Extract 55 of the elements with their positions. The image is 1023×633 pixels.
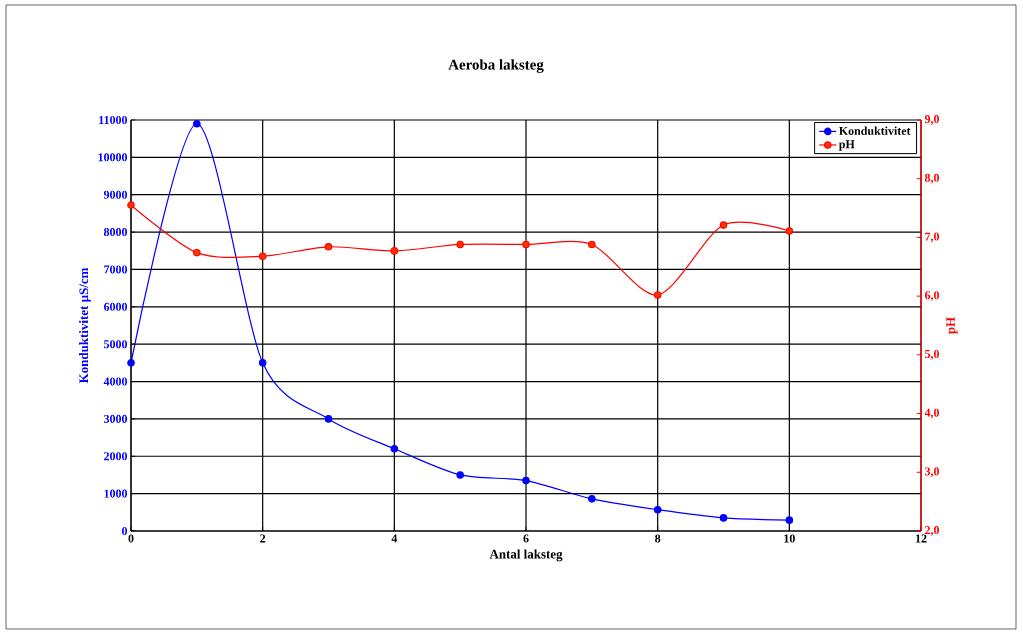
- y-tick-label: 7000: [104, 265, 128, 274]
- y-tick-label: 0: [121, 526, 128, 536]
- point: [785, 227, 794, 235]
- chart-title: Aeroba laksteg: [448, 59, 544, 73]
- point: [456, 240, 464, 249]
- point: [127, 201, 135, 209]
- point: [390, 444, 399, 453]
- y2-tick-label: 8,0: [924, 173, 940, 184]
- point: [522, 240, 530, 249]
- y2-tick-label: 9,0: [924, 115, 940, 125]
- point: [456, 471, 464, 479]
- x-tick-label: 12: [915, 534, 927, 543]
- point: [719, 514, 728, 522]
- x-axis-title: Antal laksteg: [489, 549, 563, 562]
- y2-tick-label: 3,0: [924, 467, 940, 478]
- x-tick-label: 4: [391, 534, 398, 543]
- legend-label: pH: [838, 140, 855, 151]
- y-axis-title: Konduktivitet µS/cm: [79, 267, 91, 384]
- point: [653, 505, 662, 514]
- point: [258, 359, 267, 367]
- point: [324, 243, 333, 251]
- point: [588, 240, 596, 249]
- point: [653, 291, 662, 299]
- point: [522, 476, 530, 485]
- y2-tick-label: 6,0: [924, 291, 940, 302]
- y2-tick-label: 2,0: [925, 526, 940, 536]
- y-tick-label: 4000: [103, 377, 128, 386]
- point: [193, 119, 201, 128]
- y2-axis-title: pH: [946, 317, 958, 334]
- point: [193, 248, 201, 257]
- x-tick-label: 2: [260, 534, 266, 543]
- y-tick-label: 5000: [104, 340, 128, 349]
- point: [324, 415, 333, 423]
- point: [390, 247, 399, 255]
- legend-label: Konduktivitet: [839, 126, 911, 135]
- x-tick-label: 8: [655, 534, 661, 543]
- y-tick-label: 1000: [104, 489, 128, 498]
- point: [785, 516, 794, 524]
- point: [719, 221, 728, 229]
- x-tick-label: 6: [523, 534, 529, 543]
- x-tick-label: 10: [784, 534, 795, 543]
- y-tick-label: 8000: [103, 228, 128, 237]
- y-tick-label: 11000: [99, 115, 128, 125]
- point: [588, 495, 596, 503]
- y-tick-label: 10000: [98, 153, 128, 162]
- point: [258, 252, 267, 260]
- y2-tick-label: 5,0: [925, 349, 940, 360]
- y-tick-label: 2000: [104, 452, 128, 461]
- y2-tick-label: 4,0: [924, 408, 940, 419]
- y2-tick-label: 7,0: [925, 232, 940, 243]
- point: [127, 359, 135, 367]
- y-tick-label: 9000: [103, 190, 128, 199]
- y-tick-label: 6000: [103, 302, 128, 311]
- y-tick-label: 3000: [104, 414, 128, 423]
- x-tick-label: 0: [128, 534, 134, 543]
